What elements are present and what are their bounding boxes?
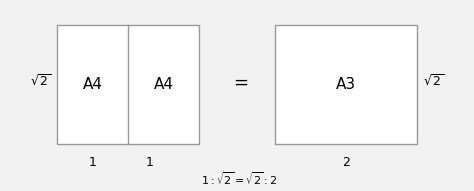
Text: $\sqrt{2}$: $\sqrt{2}$ — [423, 74, 444, 89]
Text: $\sqrt{2}$: $\sqrt{2}$ — [30, 74, 51, 89]
Text: 1: 1 — [89, 156, 96, 169]
Bar — [275, 25, 417, 144]
Text: A4: A4 — [82, 77, 102, 92]
Text: A4: A4 — [154, 77, 173, 92]
Bar — [57, 25, 199, 144]
Text: 2: 2 — [342, 156, 350, 169]
Text: $=$: $=$ — [230, 72, 249, 90]
Text: A3: A3 — [336, 77, 356, 92]
Text: $1 : \sqrt{2} = \sqrt{2} : 2$: $1 : \sqrt{2} = \sqrt{2} : 2$ — [201, 170, 278, 187]
Text: 1: 1 — [146, 156, 153, 169]
